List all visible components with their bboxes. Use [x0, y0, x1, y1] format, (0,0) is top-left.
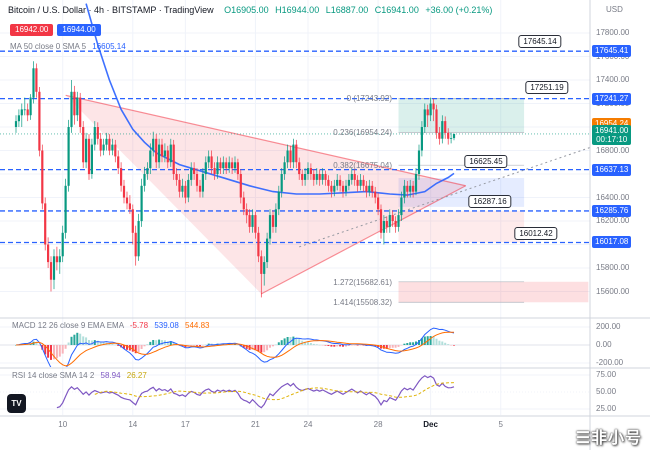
macd-hist-value: -5.78: [129, 321, 149, 330]
close-value: C16941.00: [374, 5, 419, 15]
high-value: H16944.00: [275, 5, 320, 15]
low-value: L16887.00: [325, 5, 369, 15]
buy-button[interactable]: 16944.00: [57, 24, 101, 36]
rsi-value: 58.94: [100, 371, 121, 380]
rsi-legend-label: RSI 14 close SMA 14 2: [12, 371, 95, 380]
currency-label[interactable]: USD: [606, 5, 623, 14]
rsi-legend[interactable]: RSI 14 close SMA 14 2 58.94 26.27: [8, 371, 147, 380]
ohlc-values: O16905.00 H16944.00 L16887.00 C16941.00 …: [224, 5, 496, 15]
macd-legend[interactable]: MACD 12 26 close 9 EMA EMA -5.78 539.08 …: [8, 321, 209, 330]
symbol-title[interactable]: Bitcoin / U.S. Dollar · 4h · BITSTAMP · …: [8, 5, 214, 15]
change-value: +36.00 (+0.21%): [425, 5, 493, 15]
macd-legend-label: MACD 12 26 close 9 EMA EMA: [12, 321, 124, 330]
sell-button[interactable]: 16942.00: [10, 24, 54, 36]
trade-buttons: 16942.00 16944.00: [10, 24, 101, 36]
macd-line-value: 539.08: [154, 321, 179, 330]
ma-legend-label: MA 50 close 0 SMA 5: [10, 42, 87, 51]
rsi-sma-value: 26.27: [126, 371, 147, 380]
tradingview-logo-icon[interactable]: TV: [7, 394, 26, 413]
ma-legend[interactable]: MA 50 close 0 SMA 5 16605.14: [10, 42, 126, 51]
watermark: ☰非小号: [575, 430, 642, 447]
ma-legend-value: 16605.14: [92, 42, 126, 51]
macd-signal-value: 544.83: [185, 321, 210, 330]
open-value: O16905.00: [224, 5, 269, 15]
symbol-legend[interactable]: Bitcoin / U.S. Dollar · 4h · BITSTAMP · …: [8, 5, 496, 15]
